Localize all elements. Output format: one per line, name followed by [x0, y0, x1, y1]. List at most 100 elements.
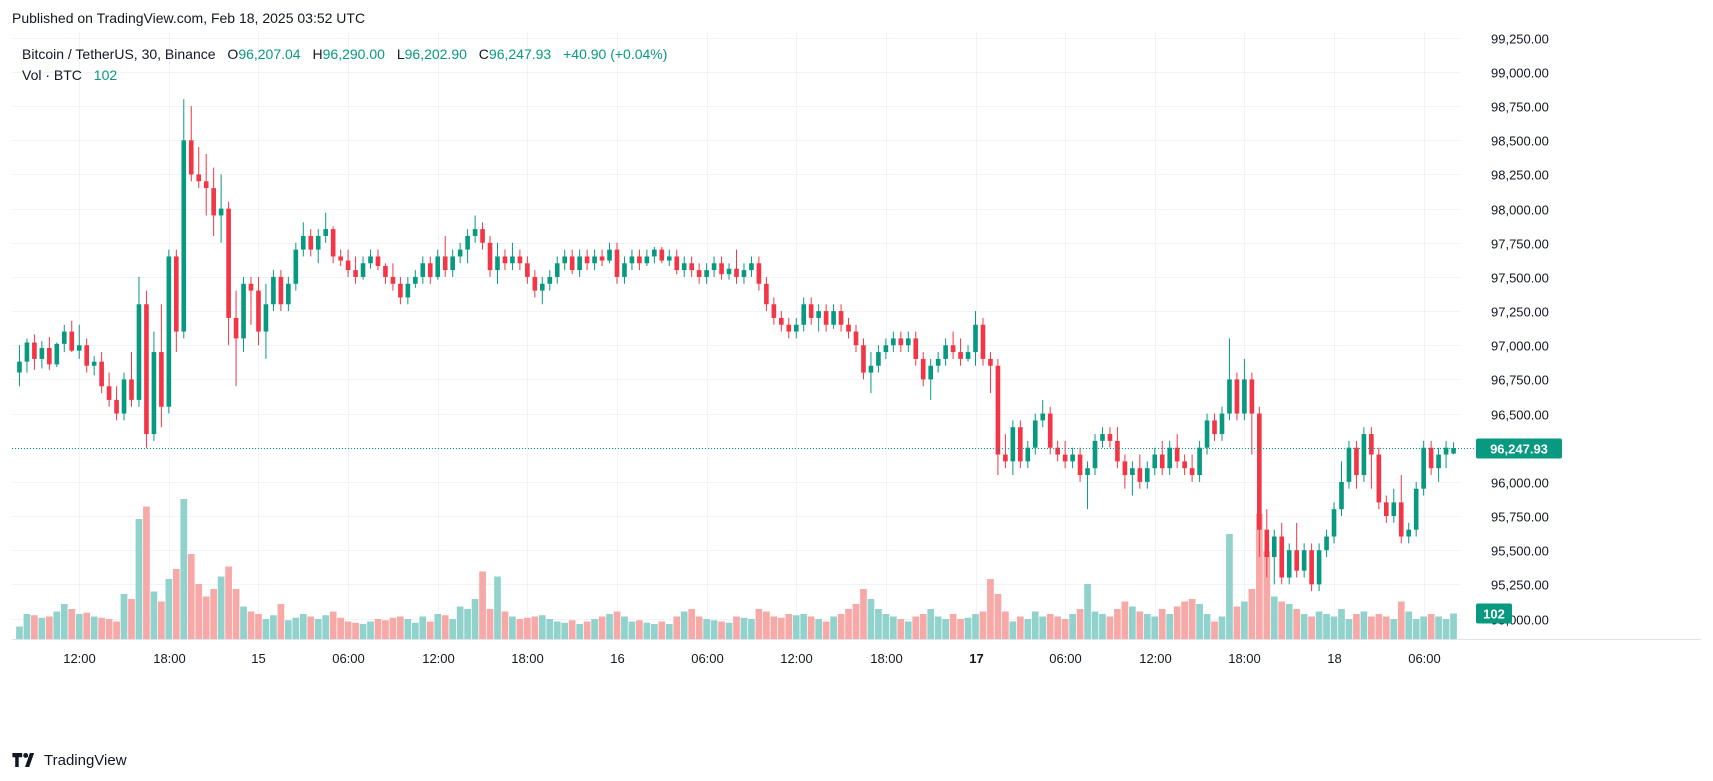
- candle-body: [1271, 536, 1277, 558]
- candle-body: [1122, 461, 1128, 476]
- candle-body: [1383, 502, 1389, 517]
- volume-bar: [337, 617, 344, 639]
- time-tick-label: 16: [610, 651, 624, 666]
- volume-bar: [53, 611, 61, 639]
- candle-body: [995, 365, 1001, 455]
- volume-bar: [1009, 621, 1017, 639]
- price-tick-label: 96,000.00: [1491, 476, 1549, 491]
- volume-bar: [897, 619, 905, 639]
- candle-body: [1010, 427, 1016, 462]
- published-caption: Published on TradingView.com, Feb 18, 20…: [12, 10, 366, 26]
- chart-area[interactable]: 95,000.00 95,250.00 95,500.00 95,750.00 96,0…: [12, 31, 1701, 737]
- volume-bar: [1323, 614, 1330, 639]
- volume-bar: [479, 571, 486, 639]
- volume-bar: [1143, 614, 1151, 639]
- candle-body: [188, 140, 194, 175]
- volume-bar: [576, 624, 584, 639]
- candle-body: [233, 317, 239, 339]
- volume-bar: [1099, 614, 1106, 639]
- candle-body: [1421, 447, 1426, 489]
- volume-bar: [352, 622, 359, 639]
- tradingview-logo-icon: [12, 753, 35, 767]
- candle-body: [293, 249, 299, 284]
- last-price-tag: 96,247.93: [1476, 438, 1562, 459]
- candle-body: [211, 188, 216, 216]
- time-tick-label: 18:00: [1228, 651, 1261, 666]
- volume-bar: [1285, 604, 1293, 639]
- volume-bar: [165, 579, 173, 639]
- volume-bar: [613, 611, 621, 639]
- candle-body: [988, 358, 993, 366]
- volume-bar: [270, 615, 277, 639]
- candle-body: [278, 276, 284, 305]
- candle-body: [928, 365, 934, 380]
- candle-body: [1294, 550, 1299, 571]
- candle-body: [435, 256, 441, 277]
- candle-body: [1376, 454, 1382, 503]
- volume-bar: [807, 616, 815, 639]
- candle-body: [950, 345, 956, 353]
- time-axis[interactable]: 12:00 18:00 15 06:00 12:00 18:00 16 06:00 12:00 1…: [63, 651, 1441, 666]
- candle-body: [1137, 468, 1143, 482]
- volume-bar: [561, 622, 569, 639]
- candle-body: [577, 256, 582, 271]
- candle-body: [166, 256, 172, 407]
- volume-bar: [1435, 616, 1442, 639]
- volume-bar: [964, 617, 972, 639]
- volume-bar: [38, 617, 46, 639]
- price-axis[interactable]: 95,000.0095,250.0095,500.0095,750.0096,0…: [1491, 32, 1549, 628]
- volume-bar: [404, 619, 412, 639]
- candle-body: [883, 345, 889, 353]
- candle-body: [1189, 468, 1195, 476]
- volume-bar: [299, 614, 307, 639]
- volume-bar: [673, 616, 681, 639]
- candle-body: [734, 268, 739, 277]
- volume-bar: [1181, 601, 1188, 639]
- candle-body: [1085, 468, 1090, 476]
- candle-body: [779, 317, 784, 325]
- volume-bar: [68, 609, 76, 639]
- volume-bar: [90, 616, 98, 639]
- volume-bar: [695, 616, 703, 639]
- volume-bar: [822, 621, 830, 639]
- volume-bar: [867, 599, 875, 639]
- price-candles: [17, 99, 1456, 592]
- candle-body: [465, 235, 470, 250]
- price-tick-label: 97,000.00: [1491, 339, 1549, 354]
- volume-bar: [1293, 609, 1301, 639]
- price-tick-label: 97,500.00: [1491, 271, 1549, 286]
- volume-bar: [1427, 614, 1435, 639]
- candle-body: [1309, 550, 1314, 585]
- candle-body: [1070, 454, 1075, 462]
- candle-body: [756, 263, 762, 284]
- volume-bar: [725, 622, 733, 639]
- volume-bar: [1136, 611, 1144, 639]
- volume-bar: [1375, 614, 1383, 639]
- footer-brand-label: TradingView: [44, 751, 127, 769]
- candle-body: [749, 263, 754, 271]
- candle-body: [525, 263, 530, 277]
- candlestick-chart[interactable]: 95,000.0095,250.0095,500.0095,750.0096,0…: [12, 31, 1701, 737]
- candle-body: [629, 256, 635, 264]
- volume-bar: [83, 612, 91, 639]
- candle-body: [719, 263, 724, 275]
- candle-body: [1167, 447, 1173, 469]
- volume-bar: [949, 614, 957, 639]
- volume-bar: [1255, 514, 1263, 639]
- candle-body: [607, 249, 612, 261]
- candle-body: [771, 304, 777, 318]
- time-tick-label: 06:00: [1408, 651, 1441, 666]
- candle-body: [47, 347, 52, 365]
- time-tick-label: 12:00: [1139, 651, 1172, 666]
- candle-body: [69, 331, 75, 351]
- candle-body: [345, 260, 351, 271]
- price-tick-label: 97,750.00: [1491, 237, 1549, 252]
- candle-body: [181, 140, 187, 332]
- volume-bar: [23, 614, 31, 639]
- candle-body: [1324, 536, 1329, 551]
- volume-bar: [1061, 619, 1069, 639]
- footer-brand[interactable]: TradingView: [12, 750, 127, 770]
- candle-body: [1025, 447, 1031, 462]
- volume-bar: [643, 622, 651, 639]
- volume-bar: [411, 622, 419, 639]
